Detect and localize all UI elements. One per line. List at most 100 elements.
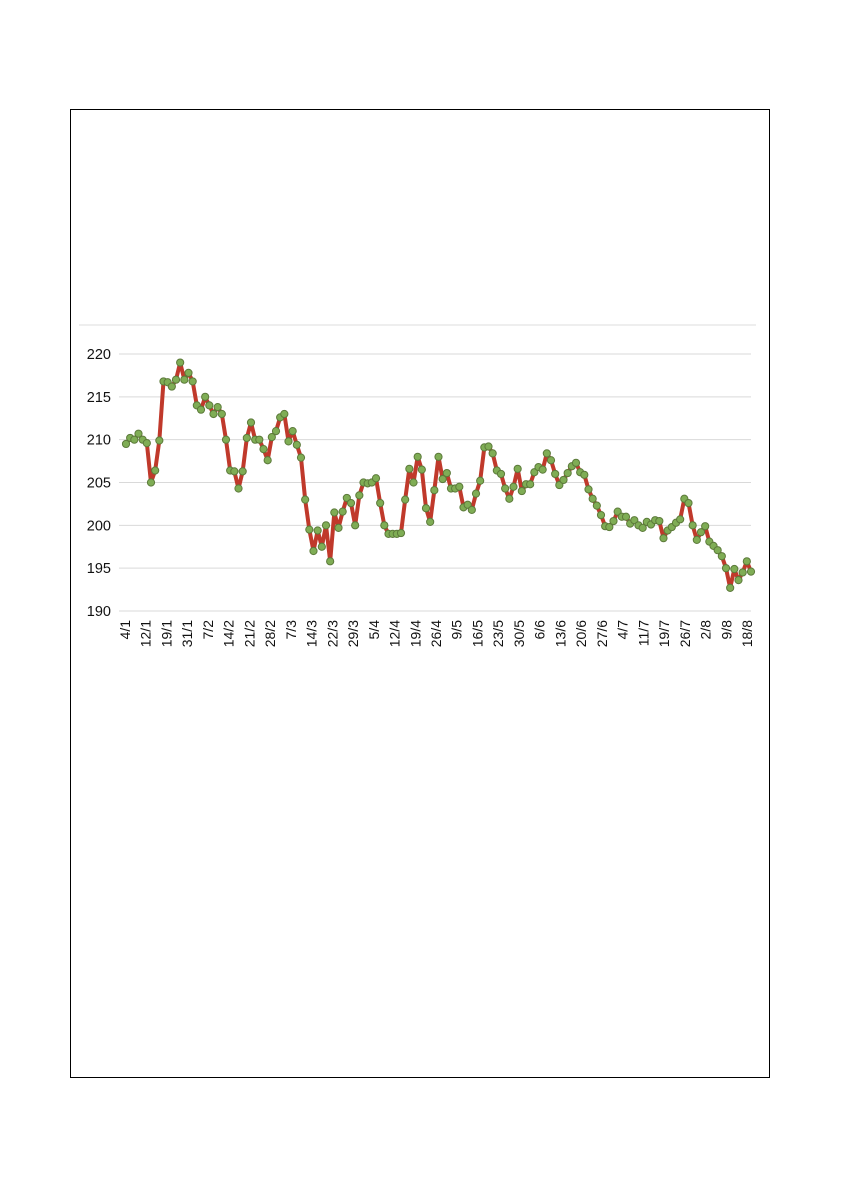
data-point	[513, 464, 522, 473]
x-tick-label: 6/6	[532, 620, 548, 640]
data-point	[401, 495, 410, 504]
data-point	[488, 449, 497, 458]
y-tick-label: 215	[87, 390, 111, 406]
data-point	[296, 453, 306, 462]
data-point	[538, 465, 547, 474]
data-point	[438, 474, 447, 484]
data-point	[405, 464, 414, 473]
x-tick-label: 19/7	[656, 620, 672, 647]
y-tick-label: 190	[87, 604, 111, 620]
data-point	[621, 512, 631, 521]
data-point	[517, 486, 526, 496]
y-tick-label: 205	[87, 476, 111, 492]
data-point	[326, 557, 335, 566]
data-point	[180, 375, 189, 384]
data-point	[496, 469, 506, 479]
data-point	[130, 435, 139, 444]
data-point	[746, 567, 756, 576]
data-point	[559, 475, 568, 485]
data-point	[471, 489, 481, 498]
data-point	[155, 436, 164, 445]
data-point	[376, 498, 385, 508]
x-axis-ticks: 4/1 12/1 19/1 31/1 7/2 14/2 21/2 28/2 7/3 14/3 22/…	[117, 620, 755, 647]
data-point	[638, 523, 647, 533]
data-point	[271, 427, 281, 436]
data-point	[592, 501, 601, 510]
data-point	[309, 546, 318, 556]
line-chart: 190 195 200 205 210 215 220 4/1 12/1 19/1 31/1 7/2…	[79, 324, 756, 647]
data-point	[476, 476, 485, 485]
x-tick-label: 12/4	[387, 620, 403, 647]
x-tick-label: 28/2	[262, 620, 278, 647]
data-point	[676, 515, 685, 524]
data-point	[201, 392, 210, 401]
data-point	[317, 542, 326, 551]
data-point	[121, 439, 131, 449]
x-tick-label: 2/8	[698, 620, 714, 640]
data-point	[701, 522, 710, 531]
x-tick-label: 7/2	[200, 620, 216, 640]
x-tick-label: 4/1	[117, 620, 133, 640]
data-point	[692, 535, 701, 544]
y-tick-label: 195	[87, 561, 111, 577]
data-point	[355, 491, 364, 500]
x-tick-label: 31/1	[179, 620, 195, 647]
data-point	[146, 478, 156, 487]
data-point	[742, 557, 751, 566]
data-point	[238, 467, 247, 476]
data-point	[684, 498, 693, 508]
data-point	[151, 466, 160, 475]
data-point	[509, 482, 518, 491]
data-point	[242, 433, 251, 443]
x-tick-label: 9/8	[718, 620, 734, 640]
data-point	[209, 409, 218, 419]
data-point	[551, 469, 560, 479]
data-point	[505, 494, 514, 503]
x-tick-label: 22/3	[324, 620, 340, 647]
data-point	[596, 510, 606, 520]
x-tick-label: 19/4	[407, 620, 423, 647]
data-point	[167, 382, 176, 391]
data-point	[563, 468, 572, 478]
data-point	[455, 482, 464, 491]
x-tick-label: 13/6	[552, 620, 568, 647]
data-point	[421, 504, 431, 513]
x-tick-label: 23/5	[490, 620, 506, 647]
data-point	[213, 403, 222, 412]
data-point	[584, 485, 593, 494]
data-point	[184, 368, 193, 377]
x-tick-label: 14/3	[304, 620, 320, 647]
data-point	[659, 534, 668, 543]
data-point	[284, 437, 293, 446]
data-point	[313, 526, 322, 535]
x-tick-label: 18/8	[739, 620, 755, 647]
data-point	[467, 505, 476, 515]
data-point	[346, 498, 356, 508]
x-tick-label: 7/3	[283, 620, 299, 640]
data-point	[338, 507, 347, 516]
data-point	[726, 583, 735, 592]
data-point	[176, 358, 185, 367]
data-point	[292, 440, 301, 449]
data-point	[134, 429, 143, 438]
x-tick-label: 12/1	[138, 620, 154, 647]
data-point	[234, 484, 243, 493]
data-point	[321, 521, 331, 530]
data-point	[380, 521, 389, 530]
data-point	[609, 516, 618, 526]
series-markers	[121, 358, 756, 592]
data-point	[696, 528, 706, 537]
data-point	[371, 474, 381, 483]
data-point	[501, 484, 510, 493]
data-point	[409, 478, 418, 487]
data-point	[188, 377, 197, 386]
data-point	[267, 432, 276, 442]
x-tick-label: 11/7	[635, 620, 651, 646]
data-point	[330, 508, 339, 517]
x-tick-label: 20/6	[573, 620, 589, 647]
figure-frame: 190 195 200 205 210 215 220 4/1 12/1 19/1 31/1 7/2…	[70, 109, 770, 1078]
y-axis-ticks: 190 195 200 205 210 215 220	[87, 347, 111, 620]
data-point	[171, 375, 181, 384]
data-point	[484, 442, 493, 451]
data-point	[526, 480, 535, 489]
